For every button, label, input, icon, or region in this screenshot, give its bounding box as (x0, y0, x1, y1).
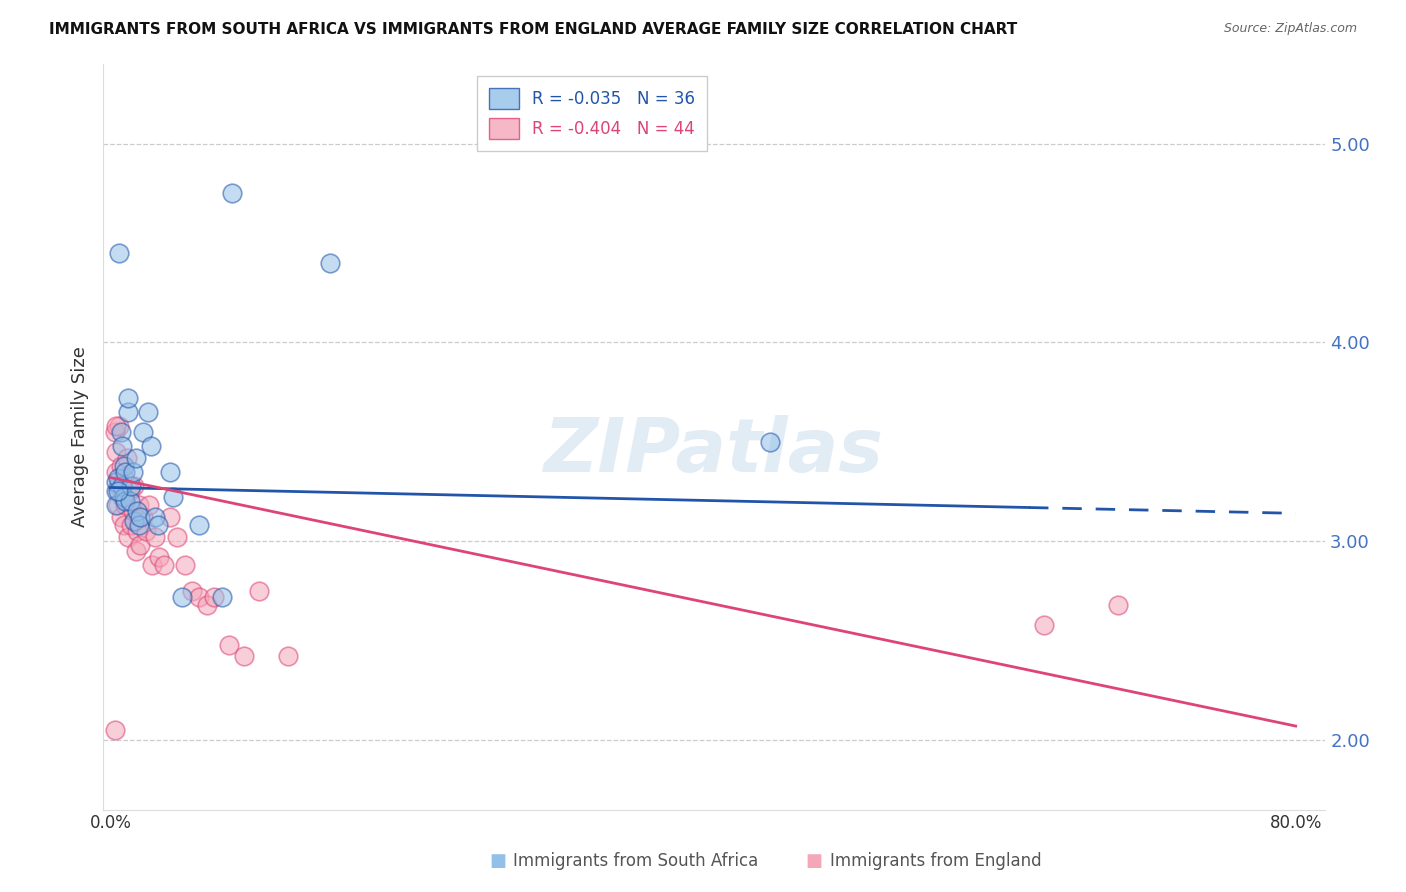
Point (247, 583, 270, 598)
Point (107, 499, 129, 513)
Point (159, 465, 181, 479)
Point (277, 649, 299, 664)
Point (188, 590, 211, 604)
Point (125, 450, 148, 465)
Point (173, 558, 195, 572)
Point (117, 391, 139, 405)
Point (108, 418, 131, 433)
Point (143, 510, 166, 524)
Point (159, 510, 181, 524)
Point (114, 499, 136, 513)
Point (105, 444, 128, 458)
Text: Immigrants from England: Immigrants from England (830, 852, 1042, 870)
Point (105, 465, 128, 479)
Point (118, 494, 141, 508)
Point (112, 491, 135, 505)
Point (135, 524, 157, 539)
Point (132, 510, 155, 524)
Point (110, 510, 132, 524)
Text: ■: ■ (806, 852, 823, 870)
Point (127, 504, 149, 518)
Point (143, 530, 166, 544)
Point (105, 418, 128, 433)
Point (121, 504, 143, 518)
Point (108, 246, 131, 260)
Point (112, 470, 135, 484)
Point (114, 494, 136, 508)
Point (105, 499, 128, 513)
Point (138, 499, 160, 513)
Point (104, 425, 127, 439)
Point (112, 518, 135, 533)
Point (188, 518, 211, 533)
Point (202, 590, 225, 604)
Point (110, 458, 132, 473)
Point (111, 478, 134, 492)
Point (128, 499, 150, 513)
Point (141, 558, 163, 572)
Point (232, 649, 254, 664)
Point (195, 598, 218, 612)
Point (117, 405, 139, 419)
Point (107, 470, 129, 484)
Point (129, 510, 152, 524)
Point (110, 425, 132, 439)
Point (114, 465, 136, 479)
Point (111, 491, 134, 505)
Point (127, 524, 149, 539)
Point (181, 583, 204, 598)
Text: ZIPatlas: ZIPatlas (544, 415, 884, 488)
Point (118, 484, 141, 499)
Point (221, 186, 243, 201)
Text: IMMIGRANTS FROM SOUTH AFRICA VS IMMIGRANTS FROM ENGLAND AVERAGE FAMILY SIZE CORR: IMMIGRANTS FROM SOUTH AFRICA VS IMMIGRAN… (49, 22, 1018, 37)
Point (148, 550, 170, 565)
Point (111, 439, 134, 453)
Point (105, 475, 128, 489)
Text: ■: ■ (489, 852, 506, 870)
Point (117, 530, 139, 544)
Point (139, 439, 162, 453)
Point (136, 405, 159, 419)
Point (166, 530, 188, 544)
Point (105, 484, 128, 499)
Point (758, 434, 780, 449)
Point (125, 544, 148, 558)
Point (107, 478, 129, 492)
Point (115, 450, 138, 465)
Y-axis label: Average Family Size: Average Family Size (72, 346, 89, 527)
Point (122, 514, 145, 528)
Point (132, 425, 155, 439)
Point (162, 491, 184, 505)
Point (319, 256, 342, 270)
Point (153, 558, 176, 572)
Point (1107, 598, 1129, 612)
Legend: R = -0.035   N = 36, R = -0.404   N = 44: R = -0.035 N = 36, R = -0.404 N = 44 (477, 76, 707, 151)
Point (120, 478, 142, 492)
Text: Source: ZipAtlas.com: Source: ZipAtlas.com (1223, 22, 1357, 36)
Point (1032, 617, 1054, 632)
Point (146, 518, 169, 533)
Point (218, 638, 240, 652)
Point (122, 478, 145, 492)
Point (170, 590, 193, 604)
Point (128, 518, 150, 533)
Text: Immigrants from South Africa: Immigrants from South Africa (513, 852, 758, 870)
Point (112, 458, 135, 473)
Point (121, 465, 143, 479)
Point (129, 538, 152, 552)
Point (104, 723, 127, 737)
Point (107, 484, 129, 499)
Point (211, 590, 233, 604)
Point (120, 518, 142, 533)
